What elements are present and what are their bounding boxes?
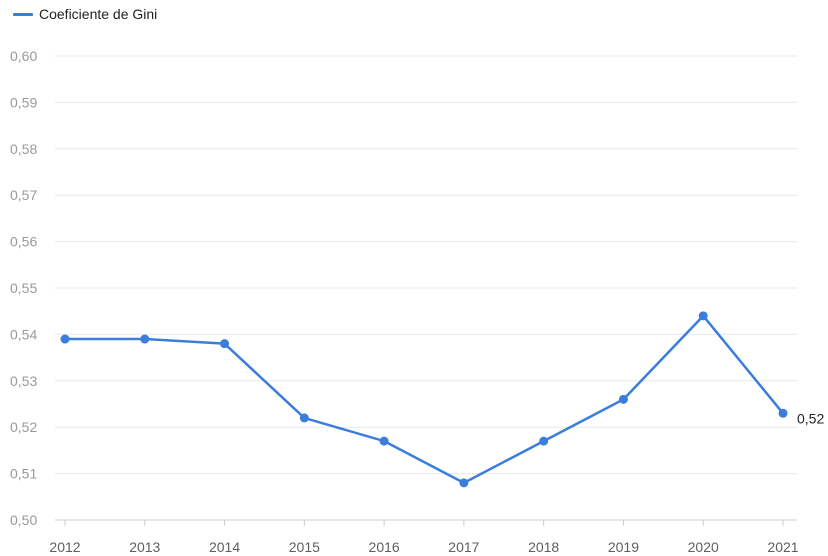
series-line [65, 314, 784, 485]
x-tick-label: 2016 [369, 539, 400, 555]
y-tick-label: 0,60 [10, 48, 37, 64]
data-point [618, 394, 628, 404]
data-point [140, 334, 150, 344]
x-tick-label: 2018 [528, 539, 559, 555]
y-tick-label: 0,53 [10, 373, 37, 389]
y-tick-label: 0,59 [10, 94, 37, 110]
chart-legend: Coeficiente de Gini [13, 6, 157, 22]
data-point [698, 311, 708, 321]
y-tick-label: 0,58 [10, 141, 37, 157]
end-value-label: 0,52 [797, 410, 824, 426]
y-tick-label: 0,57 [10, 187, 37, 203]
y-tick-label: 0,55 [10, 280, 37, 296]
x-tick-label: 2021 [767, 539, 798, 555]
data-point [778, 408, 788, 418]
y-tick-label: 0,50 [10, 512, 37, 528]
x-tick-label: 2017 [448, 539, 479, 555]
x-tick-label: 2020 [688, 539, 719, 555]
data-point [220, 339, 230, 349]
x-tick-label: 2015 [289, 539, 320, 555]
legend-label: Coeficiente de Gini [39, 6, 158, 22]
data-point [299, 413, 309, 423]
data-point [60, 334, 70, 344]
y-tick-label: 0,51 [10, 466, 37, 482]
data-point [539, 436, 549, 446]
x-tick-label: 2019 [608, 539, 639, 555]
y-tick-label: 0,52 [10, 419, 37, 435]
data-point [459, 478, 469, 488]
data-point [379, 436, 389, 446]
legend-swatch [13, 12, 33, 16]
x-tick-label: 2013 [129, 539, 160, 555]
y-tick-label: 0,54 [10, 326, 37, 342]
x-tick-label: 2014 [209, 539, 240, 555]
x-tick-label: 2012 [49, 539, 80, 555]
y-tick-label: 0,56 [10, 234, 37, 250]
